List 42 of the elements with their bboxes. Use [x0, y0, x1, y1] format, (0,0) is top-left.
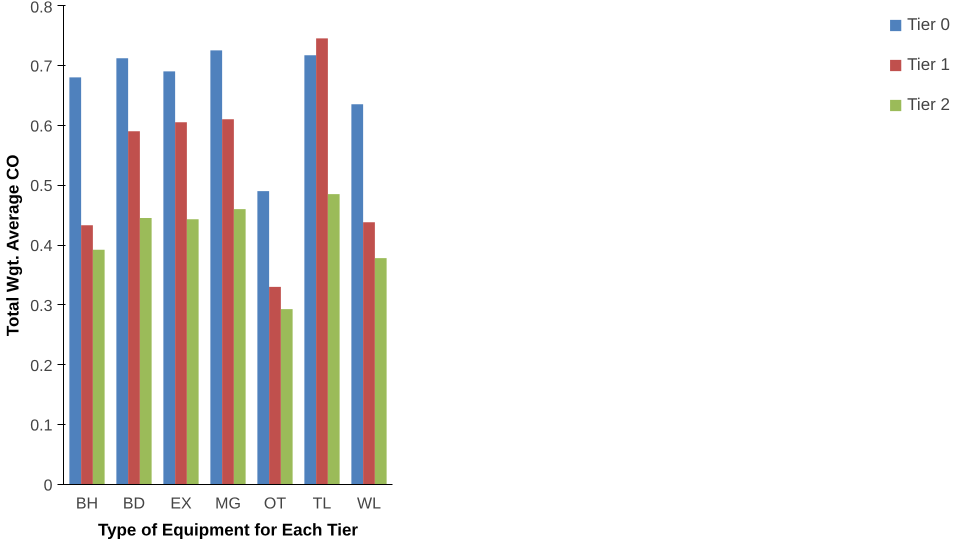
y-tick-label: 0.8: [30, 0, 53, 16]
bar: [116, 58, 128, 484]
x-axis-title: Type of Equipment for Each Tier: [98, 520, 358, 540]
legend-label: Tier 2: [907, 95, 950, 115]
legend-label: Tier 0: [907, 15, 950, 35]
y-tick-label: 0.3: [30, 298, 53, 315]
bar: [280, 309, 293, 484]
bar: [269, 286, 281, 484]
bar: [163, 71, 176, 484]
y-tick-label: 0: [44, 478, 53, 494]
bar: [140, 218, 152, 484]
bar: [257, 191, 270, 484]
bar: [92, 250, 105, 484]
y-tick-label: 0.2: [30, 358, 53, 375]
x-tick-label: EX: [170, 496, 192, 512]
bar: [69, 77, 82, 484]
bar: [175, 122, 187, 484]
x-tick-label: MG: [215, 496, 241, 512]
y-tick-label: 0.1: [30, 418, 53, 435]
bar: [81, 225, 93, 484]
bar: [210, 50, 222, 484]
legend-label: Tier 1: [907, 55, 950, 75]
y-tick-label: 0.6: [30, 118, 53, 136]
y-tick-label: 0.4: [30, 238, 53, 255]
x-tick-label: OT: [264, 496, 286, 512]
bar: [186, 219, 199, 484]
y-axis-title: Total Wgt. Average CO: [3, 154, 22, 336]
bar: [363, 222, 375, 484]
bar: [316, 38, 328, 484]
y-tick-label: 0.5: [30, 178, 53, 196]
bar: [128, 131, 140, 484]
y-tick-label: 0.7: [30, 58, 53, 76]
bar: [222, 119, 234, 484]
bar: [234, 209, 246, 484]
x-tick-label: BH: [76, 496, 98, 512]
bar: [328, 194, 340, 484]
x-tick-label: BD: [122, 496, 146, 512]
x-tick-label: TL: [312, 496, 332, 512]
bar: [374, 258, 387, 484]
bar: [351, 104, 364, 484]
x-tick-label: WL: [357, 496, 382, 512]
bar: [304, 55, 316, 484]
